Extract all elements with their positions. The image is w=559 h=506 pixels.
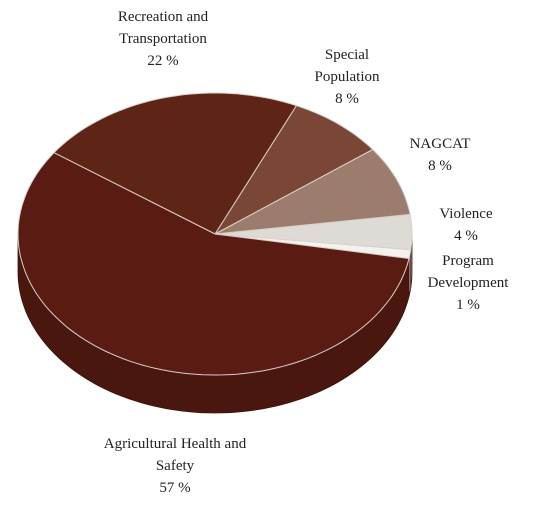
- value-label: 4 %: [454, 228, 478, 244]
- category-label: Special Population: [314, 47, 380, 85]
- category-label: Violence: [439, 206, 493, 222]
- value-label: 22 %: [147, 53, 179, 69]
- slice-label: NAGCAT 8 %: [390, 133, 490, 177]
- slice: [214, 148, 411, 235]
- slice: [213, 105, 374, 236]
- category-label: Program Development: [427, 253, 509, 291]
- value-label: 8 %: [335, 91, 359, 107]
- slice-label: Program Development 1 %: [413, 250, 523, 316]
- value-label: 1 %: [456, 297, 480, 313]
- slice-label: Recreation and Transportation 22 %: [88, 6, 238, 72]
- category-label: Agricultural Health and Safety: [103, 436, 247, 474]
- value-label: 8 %: [428, 158, 452, 174]
- slice: [214, 213, 413, 251]
- slice-label: Agricultural Health and Safety 57 %: [90, 433, 260, 499]
- slice: [17, 152, 410, 376]
- category-label: Recreation and Transportation: [117, 9, 209, 47]
- slice-label: Special Population 8 %: [297, 44, 397, 110]
- value-label: 57 %: [159, 480, 191, 496]
- category-label: NAGCAT: [409, 136, 471, 152]
- slice-label: Violence 4 %: [416, 203, 516, 247]
- slice: [53, 92, 298, 235]
